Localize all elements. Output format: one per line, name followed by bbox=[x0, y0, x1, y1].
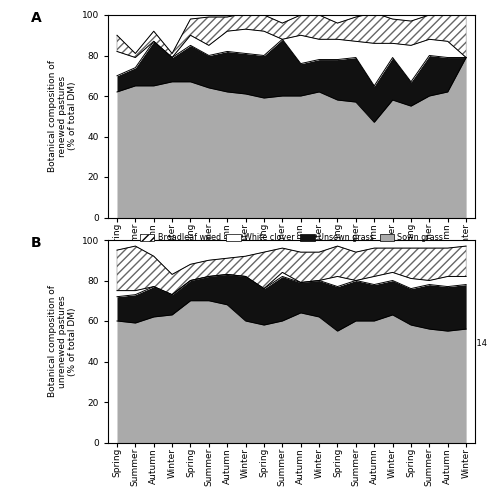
Y-axis label: Botanical composition of
renewed pastures
(% of total DM): Botanical composition of renewed pasture… bbox=[48, 60, 77, 172]
Legend: Broadleaf weed, White clover, Unsown grass, Sown grass: Broadleaf weed, White clover, Unsown gra… bbox=[137, 230, 446, 246]
Text: 2010: 2010 bbox=[191, 339, 212, 348]
Text: A: A bbox=[30, 11, 41, 25]
Text: 2011: 2011 bbox=[264, 339, 285, 348]
Text: 2014: 2014 bbox=[466, 339, 487, 348]
Text: 2012: 2012 bbox=[338, 339, 359, 348]
Text: 2013: 2013 bbox=[411, 339, 432, 348]
Text: 2009: 2009 bbox=[117, 339, 138, 348]
Y-axis label: Botanical composition of
unrenewed pastures
(% of total DM): Botanical composition of unrenewed pastu… bbox=[48, 285, 77, 397]
Text: B: B bbox=[30, 236, 41, 250]
